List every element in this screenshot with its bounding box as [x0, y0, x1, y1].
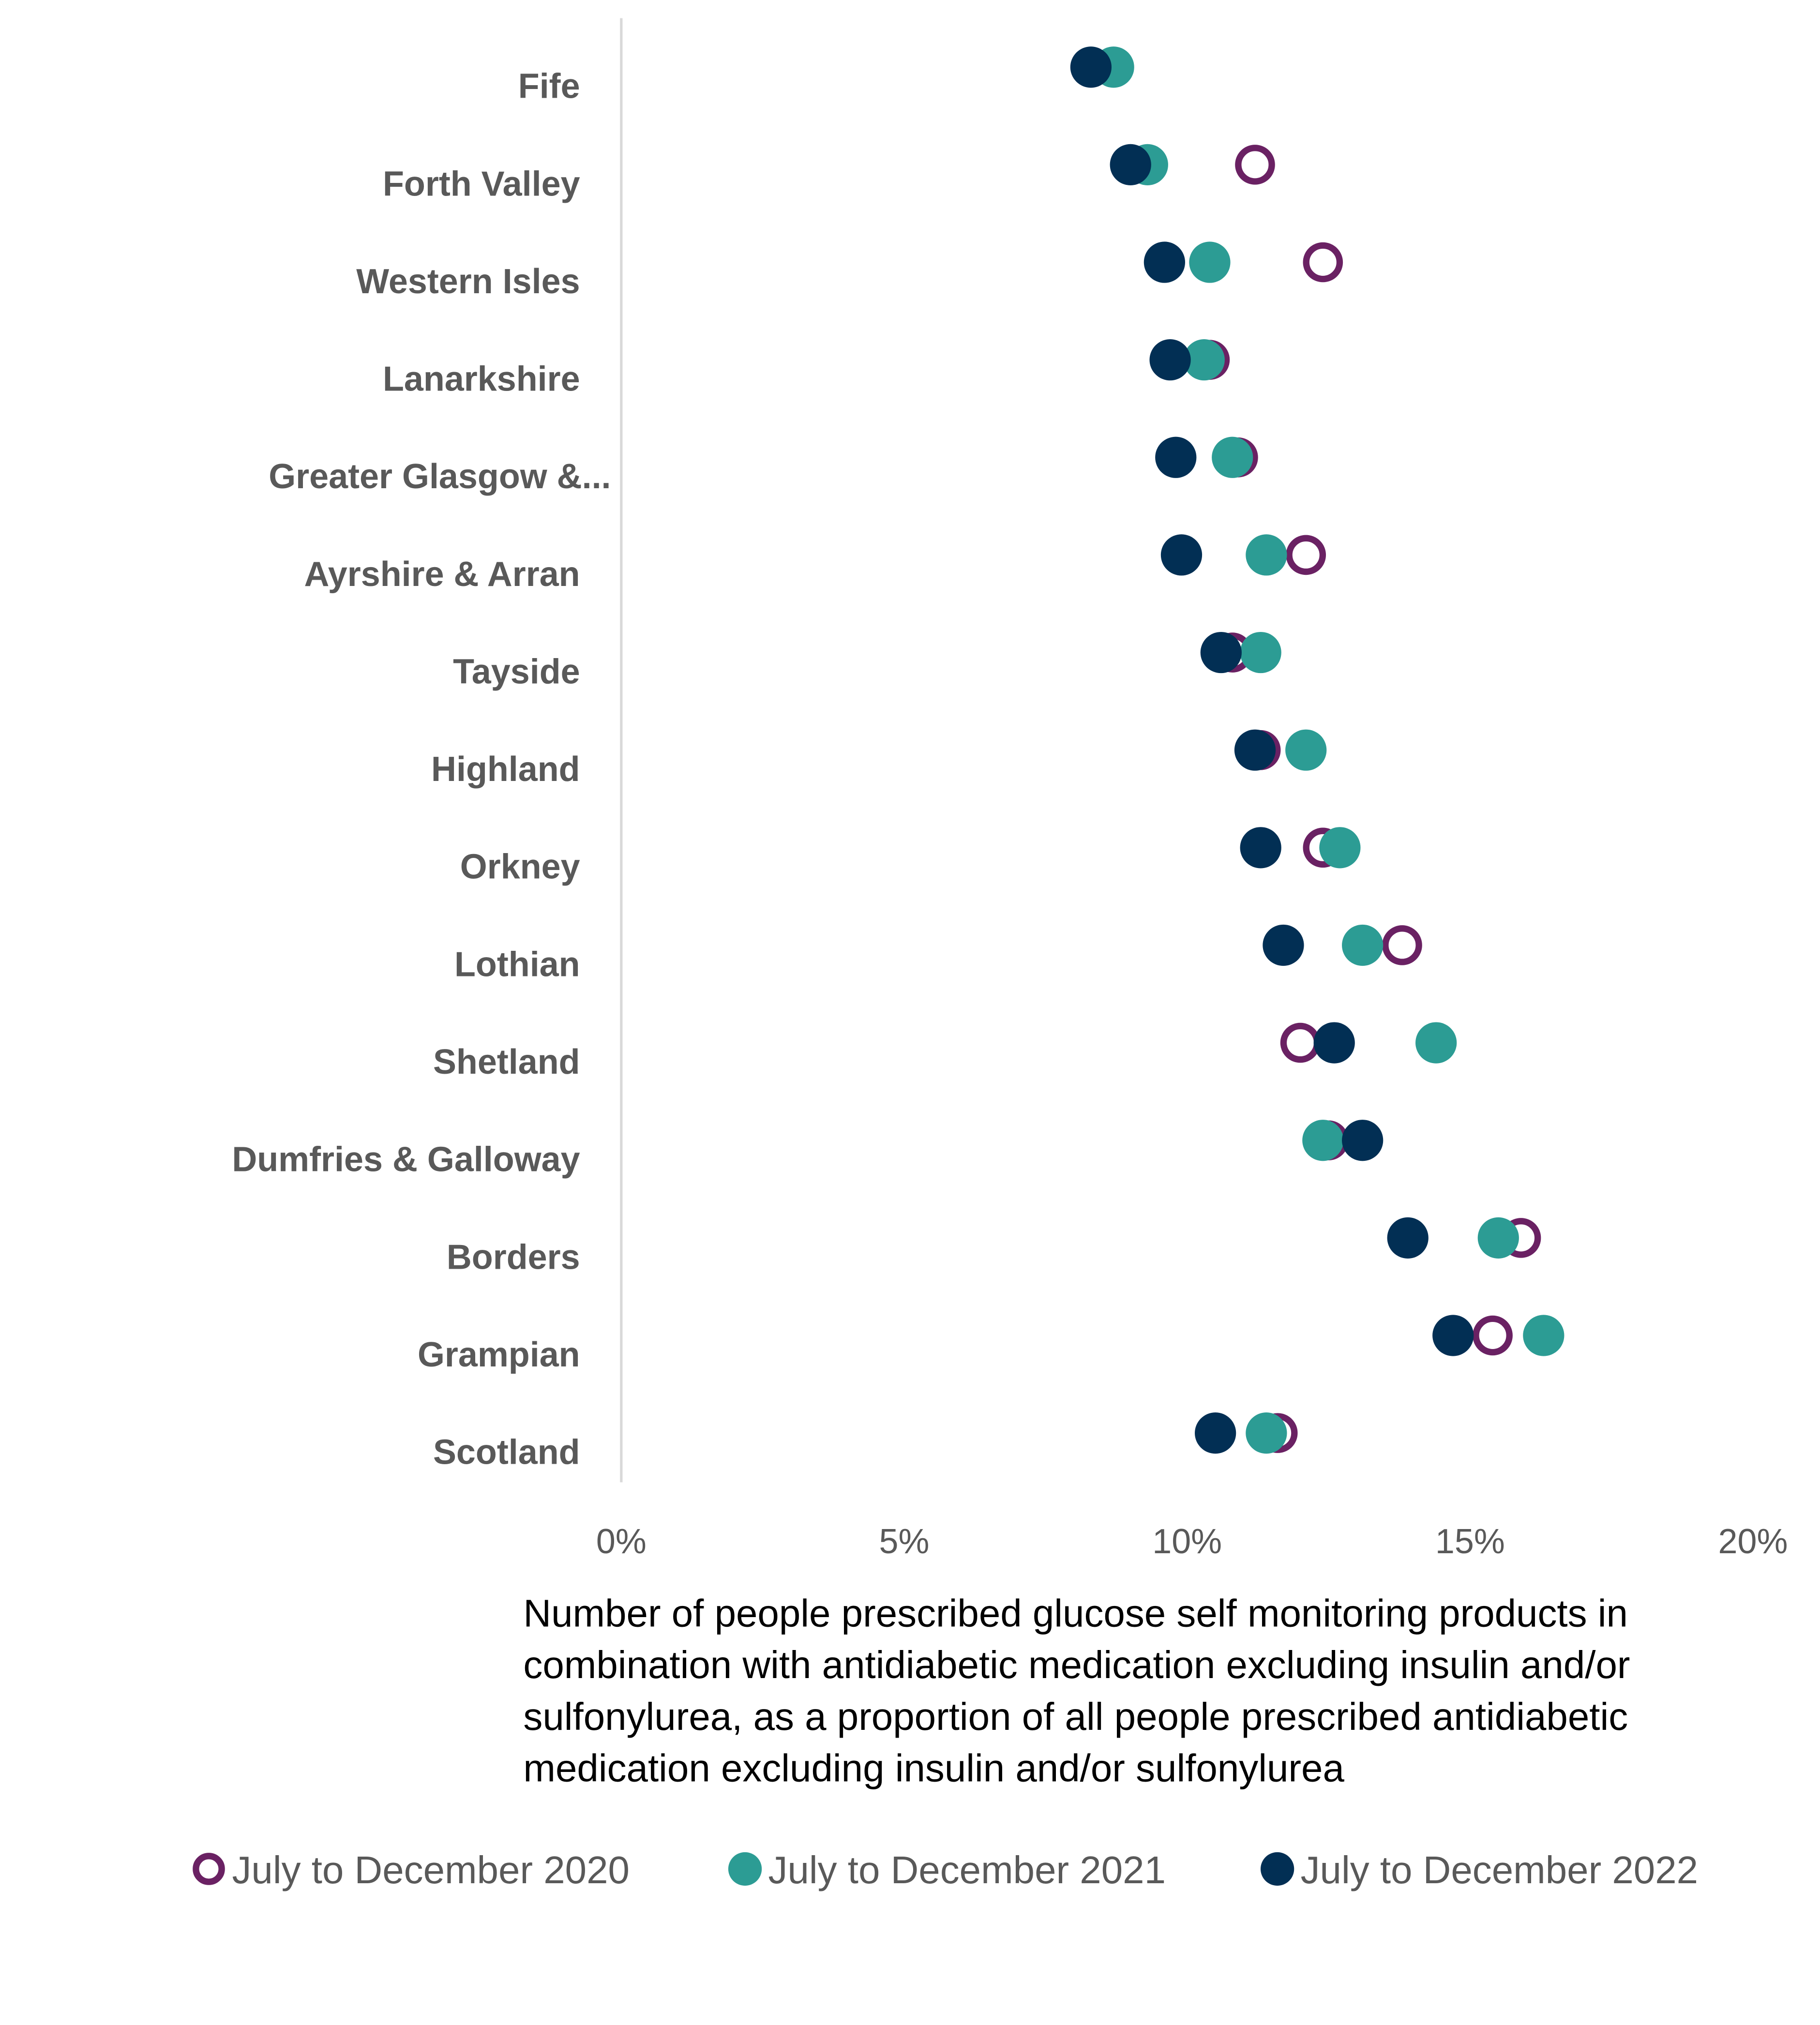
legend-marker-icon	[193, 1853, 225, 1885]
data-point-july-to-december-2022	[1240, 827, 1281, 869]
x-tick-label: 15%	[1435, 1522, 1505, 1561]
data-point-july-to-december-2022	[1110, 144, 1151, 186]
legend-label: July to December 2022	[1301, 1848, 1699, 1891]
data-point-july-to-december-2022	[1387, 1217, 1429, 1259]
category-label: Orkney	[460, 848, 580, 886]
data-point-july-to-december-2022	[1200, 631, 1242, 674]
x-axis-title-line: combination with antidiabetic medication…	[523, 1643, 1630, 1686]
x-tick-label: 5%	[879, 1522, 930, 1561]
category-label: Lanarkshire	[383, 360, 580, 399]
data-point-july-to-december-2021	[1302, 1120, 1344, 1161]
data-point-july-to-december-2020	[1473, 1315, 1513, 1356]
x-tick-label: 0%	[596, 1522, 647, 1561]
data-point-july-to-december-2021	[1285, 729, 1327, 771]
category-label: Grampian	[418, 1335, 580, 1374]
data-point-july-to-december-2020	[1286, 535, 1326, 575]
data-point-july-to-december-2021	[1212, 436, 1253, 478]
data-point-july-to-december-2020	[1382, 925, 1422, 965]
data-point-july-to-december-2021	[1477, 1217, 1519, 1259]
data-point-july-to-december-2021	[1342, 924, 1384, 966]
category-label: Forth Valley	[383, 165, 580, 203]
data-point-july-to-december-2022	[1234, 729, 1276, 771]
category-label: Dumfries & Galloway	[232, 1140, 580, 1179]
legend-item: July to December 2022	[1260, 1848, 1699, 1891]
data-point-july-to-december-2021	[1415, 1022, 1457, 1064]
legend-item: July to December 2021	[728, 1848, 1166, 1891]
data-point-july-to-december-2022	[1432, 1315, 1474, 1356]
legend-marker-icon	[728, 1852, 762, 1886]
category-label: Fife	[518, 67, 580, 106]
x-tick-label: 10%	[1152, 1522, 1222, 1561]
legend-marker-icon	[1260, 1852, 1294, 1886]
data-point-july-to-december-2022	[1195, 1412, 1236, 1454]
category-label: Ayrshire & Arran	[304, 555, 580, 594]
category-label: Lothian	[454, 945, 580, 984]
data-point-july-to-december-2022	[1263, 924, 1304, 966]
category-label: Borders	[447, 1238, 580, 1276]
data-point-july-to-december-2022	[1149, 339, 1191, 381]
data-point-july-to-december-2021	[1246, 534, 1287, 576]
category-label: Highland	[431, 750, 580, 789]
data-point-july-to-december-2022	[1342, 1120, 1384, 1161]
category-label: Greater Glasgow &...	[269, 457, 611, 496]
category-label: Western Isles	[356, 262, 580, 301]
category-label: Shetland	[433, 1043, 580, 1081]
data-point-july-to-december-2020	[1235, 145, 1275, 185]
x-axis-title-line: sulfonylurea, as a proportion of all peo…	[523, 1695, 1628, 1738]
data-point-july-to-december-2022	[1143, 241, 1186, 283]
category-label: Scotland	[433, 1433, 580, 1472]
legend-label: July to December 2021	[768, 1848, 1166, 1891]
data-point-july-to-december-2021	[1183, 339, 1225, 381]
x-axis-title-line: medication excluding insulin and/or sulf…	[523, 1746, 1344, 1789]
data-point-july-to-december-2021	[1523, 1315, 1564, 1356]
legend-item: July to December 2020	[193, 1848, 630, 1891]
data-point-july-to-december-2021	[1240, 631, 1281, 674]
data-point-july-to-december-2022	[1160, 534, 1203, 576]
data-point-july-to-december-2021	[1189, 241, 1231, 283]
data-point-july-to-december-2020	[1303, 242, 1343, 283]
category-label: Tayside	[453, 652, 580, 691]
legend-label: July to December 2020	[232, 1848, 630, 1891]
x-tick-label: 20%	[1718, 1522, 1788, 1561]
data-point-july-to-december-2022	[1313, 1022, 1355, 1064]
data-point-july-to-december-2022	[1155, 436, 1197, 478]
data-point-july-to-december-2021	[1246, 1412, 1287, 1454]
data-point-july-to-december-2020	[1280, 1022, 1321, 1063]
data-point-july-to-december-2021	[1319, 827, 1361, 869]
x-axis-title-line: Number of people prescribed glucose self…	[523, 1592, 1628, 1635]
data-point-july-to-december-2022	[1070, 46, 1112, 88]
